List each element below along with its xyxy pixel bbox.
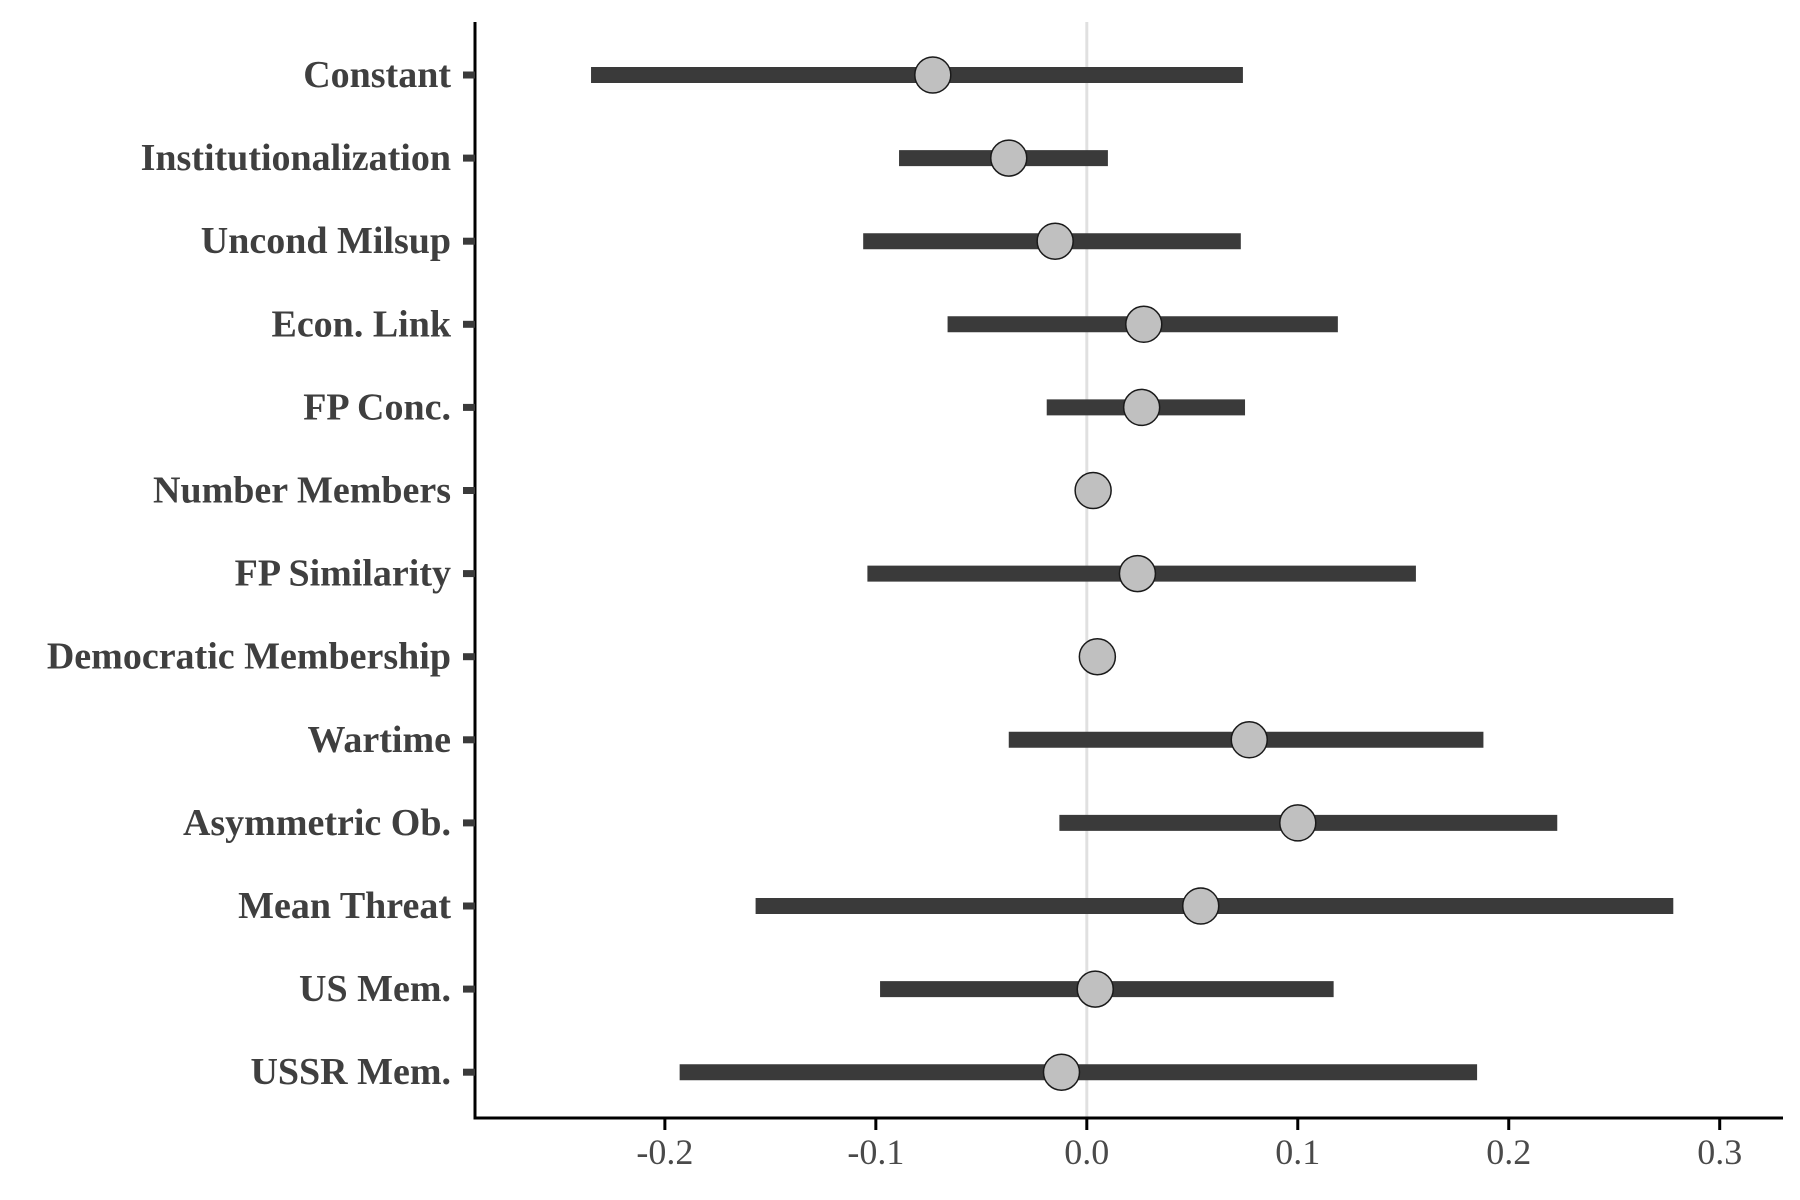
point-econ-link (1125, 305, 1163, 344)
x-tick-label-3: 0.1 (1275, 1132, 1320, 1172)
point-estimates (914, 56, 1317, 1091)
x-tick-label-0: -0.2 (636, 1132, 693, 1172)
y-tick-label-wartime: Wartime (307, 719, 451, 761)
x-tick-label-4: 0.2 (1486, 1132, 1531, 1172)
y-tick-label-fp-conc: FP Conc. (303, 386, 451, 428)
y-tick-label-institutionalization: Institutionalization (141, 137, 451, 179)
point-wartime (1230, 721, 1269, 759)
y-tick-label-us-mem: US Mem. (299, 968, 451, 1010)
point-democratic-membership (1078, 637, 1117, 676)
point-mean-threat (1181, 887, 1220, 925)
x-tick-label-2: 0.0 (1064, 1132, 1109, 1172)
y-axis-ticks: Constant Institutionalization Uncond Milsu… (47, 54, 475, 1093)
point-us-mem (1076, 970, 1114, 1008)
x-tick-label-5: 0.3 (1697, 1132, 1742, 1172)
y-tick-label-democratic-membership: Democratic Membership (47, 636, 451, 678)
x-tick-label-1: -0.1 (847, 1132, 904, 1172)
y-tick-label-econ-link: Econ. Link (271, 303, 451, 345)
y-tick-label-ussr-mem: USSR Mem. (250, 1051, 451, 1093)
y-tick-label-mean-threat: Mean Threat (238, 885, 451, 927)
point-number-members (1074, 471, 1112, 510)
y-tick-label-fp-similarity: FP Similarity (235, 553, 451, 595)
y-tick-label-number-members: Number Members (153, 470, 451, 512)
x-axis-ticks: -0.2 -0.1 0.0 0.1 0.2 0.3 (636, 1118, 1742, 1172)
point-asymmetric-ob (1279, 804, 1317, 842)
point-uncond-milsup (1036, 222, 1074, 260)
y-tick-label-asymmetric-ob: Asymmetric Ob. (183, 802, 451, 844)
point-fp-conc (1122, 388, 1161, 427)
point-ussr-mem (1042, 1053, 1081, 1091)
y-tick-label-uncond-milsup: Uncond Milsup (201, 220, 451, 262)
y-tick-label-constant: Constant (303, 54, 451, 96)
point-fp-similarity (1118, 554, 1157, 593)
point-constant (914, 56, 952, 94)
point-institutionalization (989, 139, 1028, 177)
